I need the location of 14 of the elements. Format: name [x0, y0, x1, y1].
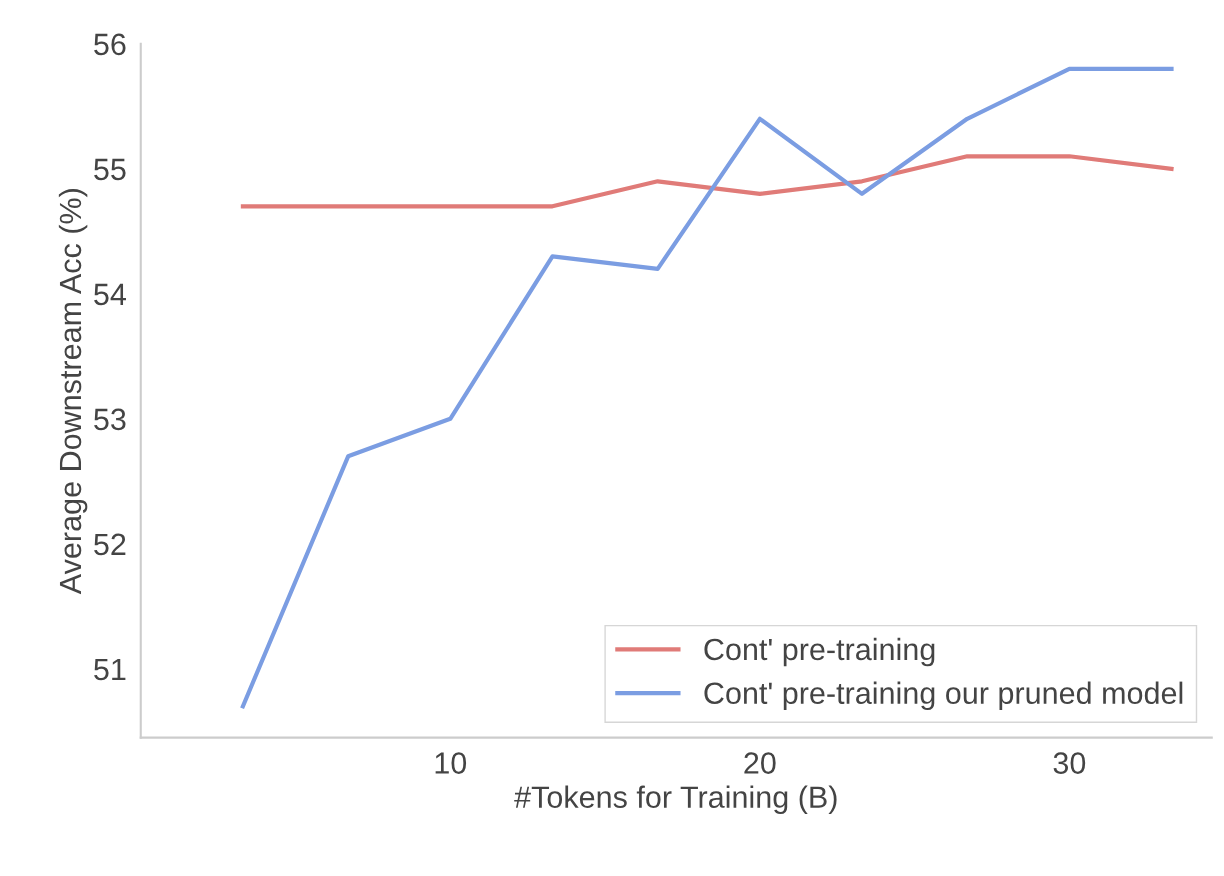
x-tick-label: 30	[1053, 752, 1086, 774]
x-tick-label: 10	[435, 752, 467, 774]
y-tick-label: 52	[94, 533, 126, 556]
y-tick-label: 51	[94, 658, 126, 681]
x-tick-label: 20	[744, 752, 776, 774]
y-tick-label: 56	[94, 33, 126, 56]
x-axis-title: #Tokens for Training (B)	[514, 785, 837, 814]
legend-label: Cont' pre-training our pruned model	[704, 681, 1183, 711]
y-tick-label: 55	[94, 158, 126, 181]
line-series	[240, 154, 1174, 209]
y-tick-label: 53	[94, 408, 126, 431]
y-axis-title: Average Downstream Acc (%)	[58, 189, 88, 595]
y-tick-label: 54	[94, 283, 126, 306]
legend-label: Cont' pre-training	[704, 637, 935, 667]
